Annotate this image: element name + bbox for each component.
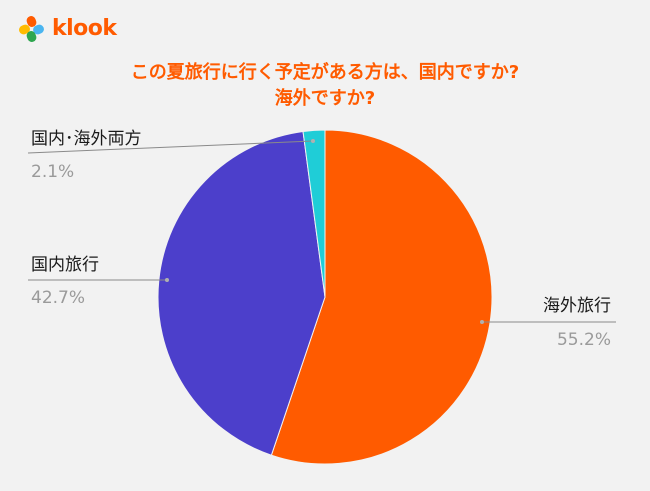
- slice-label-name-2: 国内旅行: [31, 255, 99, 275]
- chart-title-line-1: この夏旅行に行く予定がある方は、国内ですか?: [130, 62, 520, 83]
- slice-label-value-3: 2.1%: [31, 162, 74, 182]
- leader-dot-1: [480, 320, 484, 324]
- pie-slice-3: [302, 129, 326, 298]
- klook-logo-text: klook: [52, 16, 117, 41]
- leader-line-3: [27, 140, 314, 154]
- klook-logo-icon: [19, 16, 44, 42]
- slice-label-value-1: 55.2%: [557, 330, 611, 350]
- chart-title-line-2: 海外ですか?: [274, 88, 376, 109]
- pie-slice-1: [270, 129, 493, 465]
- slice-label-name-3: 国内･海外両方: [31, 129, 142, 149]
- slice-label-name-1: 海外旅行: [543, 296, 611, 316]
- klook-logo: klook: [18, 14, 117, 44]
- slice-label-value-2: 42.7%: [31, 288, 85, 308]
- leader-dot-2: [165, 278, 169, 282]
- pie-slice-2: [157, 130, 326, 456]
- chart-title: この夏旅行に行く予定がある方は、国内ですか? 海外ですか?: [0, 60, 650, 112]
- leader-dot-3: [311, 139, 315, 143]
